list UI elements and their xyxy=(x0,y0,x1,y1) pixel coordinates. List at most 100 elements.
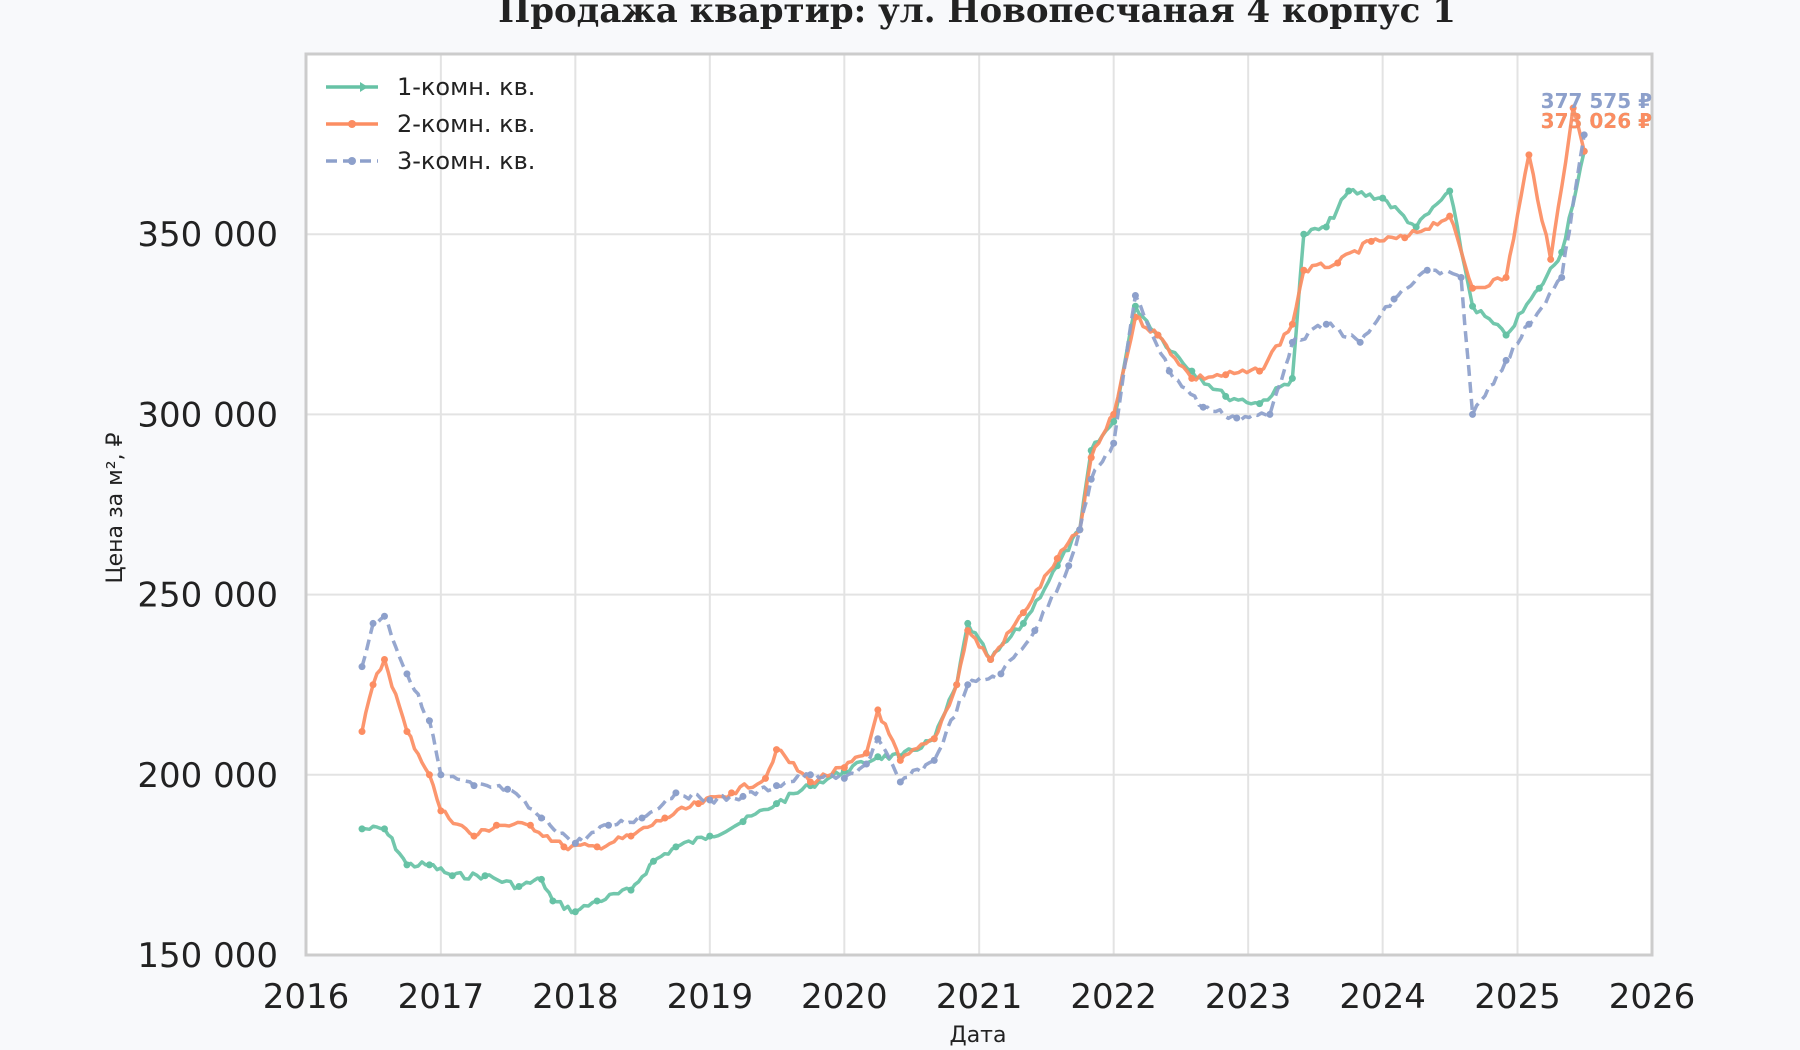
data-point xyxy=(1087,475,1095,483)
x-axis-ticks: 2016 2017 2018 2019 2020 2021 2022 2023 2024 2025… xyxy=(263,977,1696,1017)
data-point xyxy=(1412,223,1420,231)
data-point xyxy=(1199,403,1207,411)
end-value-labels: 377 575 ₽373 026 ₽373 026 ₽ xyxy=(1541,89,1652,133)
legend: 1-комн. кв. 2-комн. кв. 3-комн. кв. xyxy=(326,73,535,175)
series-3 xyxy=(358,131,1588,847)
data-point xyxy=(672,789,680,797)
series-line xyxy=(360,106,1586,852)
series-2 xyxy=(358,104,1588,852)
data-point xyxy=(1569,104,1577,112)
data-point xyxy=(840,764,848,772)
data-point xyxy=(515,883,523,891)
data-point xyxy=(761,774,769,782)
data-point xyxy=(1446,212,1454,220)
y-tick-label: 150 000 xyxy=(137,936,278,976)
x-axis-label: Дата xyxy=(950,1023,1007,1048)
data-point xyxy=(1288,374,1296,382)
data-point xyxy=(1266,410,1274,418)
data-point xyxy=(1288,338,1296,346)
x-tick-label: 2025 xyxy=(1474,977,1561,1017)
end-value-label: 373 026 ₽ xyxy=(1541,109,1652,133)
y-tick-label: 300 000 xyxy=(137,395,278,435)
x-tick-label: 2016 xyxy=(263,977,350,1017)
x-tick-label: 2024 xyxy=(1339,977,1426,1017)
legend-marker xyxy=(360,82,368,92)
y-tick-label: 250 000 xyxy=(137,576,278,616)
data-point xyxy=(437,807,445,815)
data-point xyxy=(1334,259,1342,267)
x-tick-label: 2023 xyxy=(1205,977,1292,1017)
data-point xyxy=(627,886,635,894)
data-point xyxy=(537,875,545,883)
data-point xyxy=(571,908,579,916)
data-point xyxy=(706,832,714,840)
data-point xyxy=(1469,284,1477,292)
data-point xyxy=(862,760,870,768)
data-point xyxy=(874,753,882,761)
data-point xyxy=(773,800,781,808)
data-point xyxy=(1300,230,1308,238)
data-point xyxy=(560,843,568,851)
grid-lines xyxy=(305,54,1653,956)
data-point xyxy=(1031,627,1039,635)
plot-frame xyxy=(304,52,1654,957)
data-point xyxy=(1401,234,1409,242)
data-point xyxy=(1165,367,1173,375)
data-point xyxy=(1019,619,1027,627)
data-point xyxy=(1322,223,1330,231)
data-point xyxy=(437,771,445,779)
data-point xyxy=(1502,273,1510,281)
data-point xyxy=(448,872,456,880)
data-point xyxy=(593,843,601,851)
data-point xyxy=(605,821,613,829)
data-point xyxy=(1367,237,1375,245)
data-point xyxy=(425,861,433,869)
data-point xyxy=(1345,187,1353,195)
chart-title: Продажа квартир: ул. Новопесчаная 4 корп… xyxy=(498,0,1456,31)
data-point xyxy=(571,839,579,847)
data-point xyxy=(840,774,848,782)
data-point xyxy=(806,778,814,786)
end-value-label: 373 026 ₽ xyxy=(1541,109,1652,133)
data-point xyxy=(1222,371,1230,379)
data-point xyxy=(862,749,870,757)
data-point xyxy=(1053,555,1061,563)
y-axis-label: Цена за м², ₽ xyxy=(103,432,128,583)
data-point xyxy=(1233,414,1241,422)
data-point xyxy=(1547,255,1555,263)
end-value-label: 377 575 ₽ xyxy=(1541,89,1652,113)
data-point xyxy=(1131,291,1139,299)
data-point xyxy=(1019,609,1027,617)
data-point xyxy=(672,843,680,851)
data-point xyxy=(380,655,388,663)
data-point xyxy=(1300,266,1308,274)
data-point xyxy=(773,746,781,754)
data-point xyxy=(997,670,1005,678)
data-point xyxy=(1256,367,1264,375)
data-point xyxy=(1469,410,1477,418)
data-point xyxy=(358,825,366,833)
data-point xyxy=(1110,439,1118,447)
data-point xyxy=(987,655,995,663)
data-point xyxy=(403,728,411,736)
data-point xyxy=(470,782,478,790)
x-tick-label: 2018 xyxy=(532,977,619,1017)
x-tick-label: 2022 xyxy=(1070,977,1157,1017)
data-point xyxy=(874,735,882,743)
data-point xyxy=(1502,356,1510,364)
data-point xyxy=(896,756,904,764)
data-point xyxy=(492,821,500,829)
data-point xyxy=(1110,410,1118,418)
data-point xyxy=(896,778,904,786)
data-point xyxy=(425,717,433,725)
data-point xyxy=(806,771,814,779)
legend-marker xyxy=(348,157,356,165)
data-point xyxy=(380,825,388,833)
data-point xyxy=(403,861,411,869)
data-point xyxy=(1322,320,1330,328)
data-point xyxy=(1065,562,1073,570)
data-point xyxy=(694,800,702,808)
x-tick-label: 2021 xyxy=(936,977,1023,1017)
